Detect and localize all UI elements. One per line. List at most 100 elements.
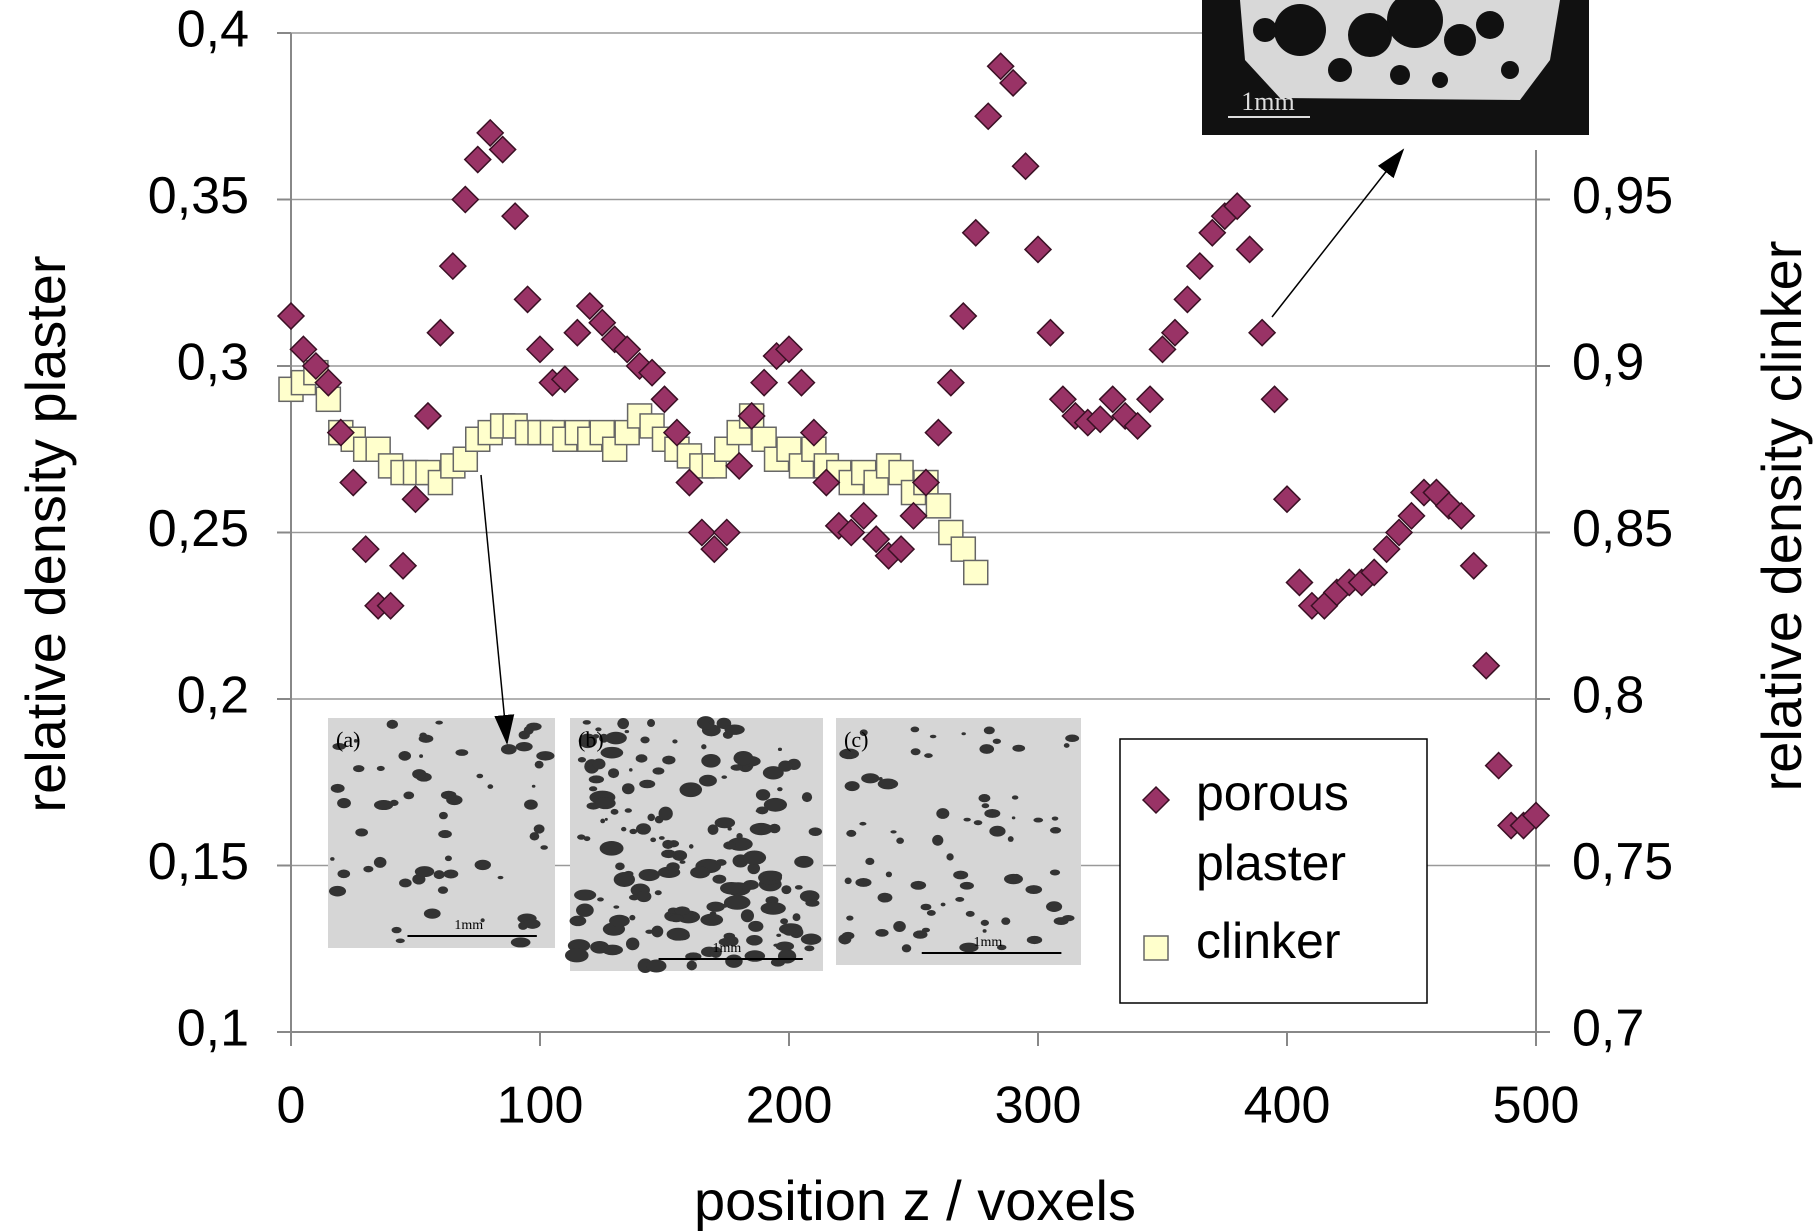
micrograph-pore <box>744 950 766 962</box>
micrograph-pore <box>635 754 648 763</box>
micrograph-pore <box>875 928 889 937</box>
micrograph-pore <box>583 836 591 842</box>
data-point <box>1235 235 1264 264</box>
micrograph-pore <box>592 734 600 739</box>
x-tick-label: 100 <box>497 1077 584 1135</box>
micrograph-pore <box>983 726 995 735</box>
micrograph-pore <box>609 914 630 928</box>
micrograph-pore <box>1444 24 1476 56</box>
micrograph-pore <box>363 865 374 873</box>
micrograph-pore <box>929 734 937 739</box>
micrograph-pore <box>652 767 665 775</box>
data-point <box>1098 385 1127 414</box>
micrograph-pore <box>647 719 656 728</box>
micrograph-pore <box>624 808 632 813</box>
data-point <box>613 335 642 364</box>
micrograph-pore <box>763 797 788 812</box>
micrograph-pore <box>982 929 987 933</box>
micrograph-pore <box>1046 901 1063 912</box>
data-point <box>438 252 467 281</box>
x-tick-label: 500 <box>1493 1077 1580 1135</box>
data-point <box>1384 518 1414 547</box>
micrograph-pore <box>979 744 995 754</box>
micrograph-label: (a) <box>336 727 360 752</box>
micrograph-pore <box>679 860 686 864</box>
micrograph-pore <box>1053 917 1069 926</box>
data-point <box>662 418 692 447</box>
y2-tick-label: 0,9 <box>1572 334 1644 392</box>
micrograph-pore <box>581 743 588 747</box>
data-point <box>700 535 729 564</box>
data-point <box>276 301 306 331</box>
micrograph-pore <box>910 880 927 890</box>
data-point <box>289 335 318 364</box>
micrograph-pore <box>669 914 684 923</box>
micrograph-pore <box>645 929 654 934</box>
micrograph-pore <box>723 841 736 850</box>
micrograph-pore <box>940 902 946 907</box>
data-point <box>376 591 405 620</box>
micrograph-pore <box>989 825 1006 837</box>
micrograph-pore <box>536 751 555 761</box>
micrograph-pore <box>597 897 604 902</box>
y2-tick-label: 0,7 <box>1572 1000 1644 1058</box>
micrograph-pore <box>414 866 435 878</box>
micrograph-pore <box>540 845 548 850</box>
data-point <box>949 301 978 331</box>
data-point <box>774 335 804 364</box>
micrograph-pore <box>638 868 660 882</box>
data-point <box>1447 501 1476 530</box>
data-point <box>301 351 330 381</box>
data-point <box>413 401 443 431</box>
micrograph-pore <box>588 786 598 792</box>
data-point <box>1223 192 1252 221</box>
micrograph-pore <box>600 818 606 824</box>
micrograph-pore <box>865 857 875 866</box>
micrograph-label: (b) <box>578 727 604 752</box>
y2-tick-label: 0,95 <box>1572 167 1673 225</box>
micrograph-pore <box>794 855 814 868</box>
data-point <box>1160 318 1190 347</box>
micrograph-pore <box>647 813 656 822</box>
data-point <box>1185 252 1214 281</box>
micrograph-pore <box>701 744 707 750</box>
arrow <box>480 474 515 745</box>
legend-label: porous plaster <box>1196 765 1349 891</box>
micrograph-pore <box>959 881 974 890</box>
data-point <box>812 468 841 497</box>
data-point <box>936 368 965 397</box>
micrograph-pore <box>777 747 783 752</box>
micrograph-pore <box>1025 885 1043 895</box>
micrograph-pore <box>419 754 424 758</box>
data-point <box>986 52 1015 81</box>
data-point <box>1048 385 1077 414</box>
micrograph-pore <box>391 926 402 934</box>
micrograph-pore <box>353 739 358 743</box>
micrograph-pore <box>688 844 694 849</box>
data-point <box>1248 318 1277 347</box>
data-point <box>837 518 866 547</box>
data-point <box>799 418 828 447</box>
micrograph-pore <box>524 799 538 810</box>
micrograph-pore <box>476 773 484 779</box>
micrograph-pore <box>628 894 640 901</box>
y2-axis-title: relative density clinker <box>1750 241 1813 792</box>
micrograph-pore <box>601 944 623 956</box>
data-point <box>351 535 380 564</box>
micrograph-pore <box>778 760 793 772</box>
micrograph-pore <box>855 878 872 887</box>
micrograph-pore <box>533 824 545 834</box>
micrograph-pore <box>610 808 619 815</box>
micrograph-pore <box>736 832 743 840</box>
micrograph-pore <box>808 827 822 837</box>
micrograph-pore <box>735 960 740 964</box>
micrograph-pore <box>805 899 820 907</box>
micrograph-pore <box>569 915 587 927</box>
micrograph-pore <box>723 895 751 910</box>
micrograph-pore <box>799 890 820 903</box>
micrograph-pore <box>804 945 815 952</box>
micrograph-pore <box>780 918 789 925</box>
micrograph-pore <box>749 822 773 836</box>
micrograph-pore <box>1011 795 1019 800</box>
